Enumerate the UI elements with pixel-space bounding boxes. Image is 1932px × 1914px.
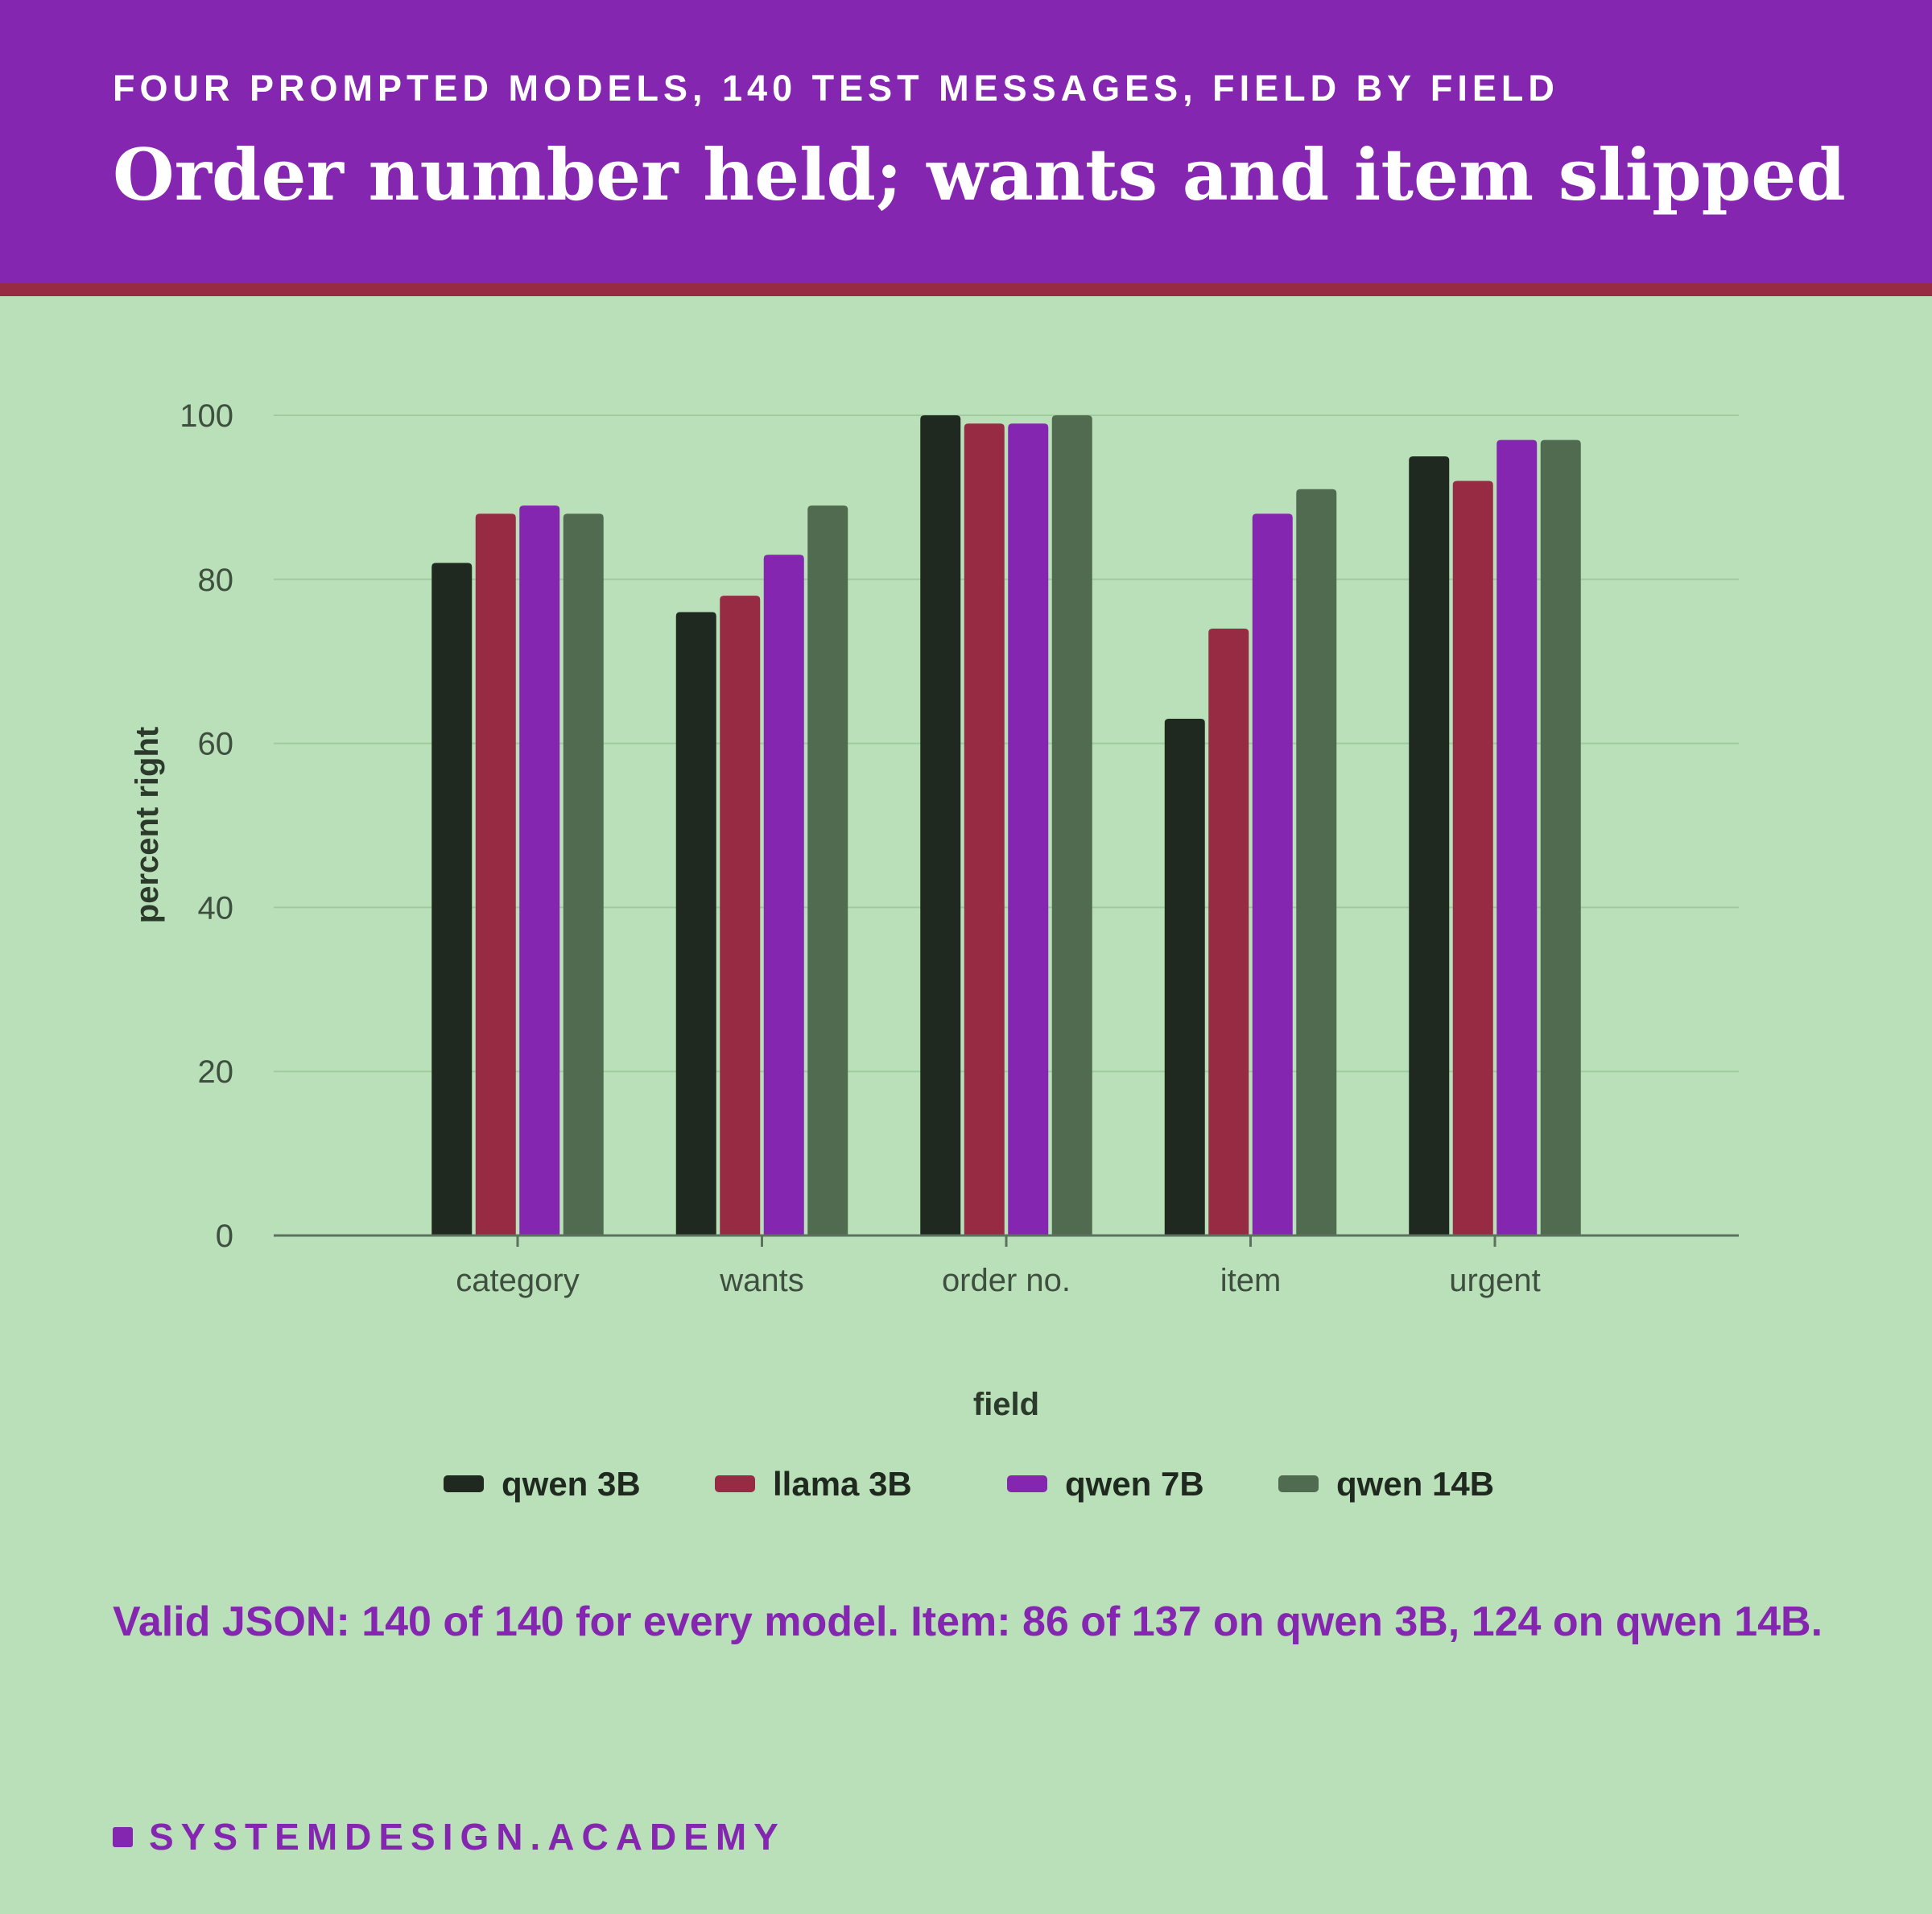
header-rule bbox=[0, 283, 1932, 296]
legend-label: qwen 3B bbox=[502, 1465, 641, 1503]
y-tick-label: 20 bbox=[198, 1054, 234, 1090]
legend-swatch bbox=[715, 1475, 755, 1492]
y-axis-title: percent right bbox=[130, 727, 165, 923]
x-tick-label: item bbox=[1220, 1263, 1282, 1298]
bar-qwen-3b bbox=[920, 415, 961, 1235]
chart-eyebrow: FOUR PROMPTED MODELS, 140 TEST MESSAGES,… bbox=[113, 68, 1559, 109]
bar-qwen-14b bbox=[1540, 439, 1581, 1235]
bar-qwen-3b bbox=[1164, 719, 1205, 1235]
bar-qwen-14b bbox=[563, 514, 604, 1235]
bar-qwen-7b bbox=[1252, 514, 1293, 1235]
y-tick-label: 40 bbox=[198, 890, 234, 926]
axes bbox=[274, 1234, 1739, 1247]
legend: qwen 3B llama 3B qwen 7B qwen 14B bbox=[444, 1465, 1494, 1503]
x-tick-label: category bbox=[456, 1263, 579, 1298]
y-tick-label: 100 bbox=[180, 398, 233, 434]
y-tick-label: 60 bbox=[198, 727, 234, 762]
header-band bbox=[0, 0, 1932, 283]
chart-title: Order number held; wants and item slippe… bbox=[113, 133, 1846, 217]
bar-llama-3b bbox=[720, 596, 761, 1235]
x-tick-label: urgent bbox=[1449, 1263, 1540, 1298]
bar-qwen-7b bbox=[763, 555, 804, 1235]
brand: SYSTEMDESIGN.ACADEMY bbox=[113, 1814, 786, 1859]
brand-square-icon bbox=[113, 1826, 133, 1847]
legend-label: qwen 14B bbox=[1336, 1465, 1494, 1503]
bar-qwen-3b bbox=[431, 563, 473, 1235]
legend-swatch bbox=[1007, 1475, 1047, 1492]
bar-qwen-3b bbox=[1409, 456, 1450, 1235]
bar-qwen-7b bbox=[1496, 439, 1538, 1235]
legend-swatch bbox=[444, 1475, 484, 1492]
bar-qwen-14b bbox=[1296, 489, 1337, 1235]
bars bbox=[431, 415, 1581, 1235]
bar-qwen-14b bbox=[1051, 415, 1092, 1235]
bar-llama-3b bbox=[1452, 481, 1493, 1235]
bar-llama-3b bbox=[1208, 628, 1249, 1235]
footnote: Valid JSON: 140 of 140 for every model. … bbox=[113, 1598, 1823, 1645]
x-tick-label: wants bbox=[719, 1263, 804, 1298]
x-tick-labels: category wants order no. item urgent bbox=[456, 1263, 1540, 1298]
bar-qwen-7b bbox=[1008, 423, 1049, 1235]
x-axis-title: field bbox=[973, 1387, 1039, 1422]
bar-llama-3b bbox=[475, 514, 516, 1235]
y-tick-labels: 0 20 40 60 80 100 bbox=[180, 398, 233, 1254]
y-tick-label: 80 bbox=[198, 563, 234, 598]
bar-chart: 0 20 40 60 80 100 category wants order no. item u… bbox=[130, 398, 1739, 1503]
legend-label: qwen 7B bbox=[1065, 1465, 1204, 1503]
bar-llama-3b bbox=[964, 423, 1005, 1235]
y-tick-label: 0 bbox=[216, 1219, 233, 1254]
legend-label: llama 3B bbox=[773, 1465, 912, 1503]
brand-name: SYSTEMDESIGN.ACADEMY bbox=[149, 1816, 786, 1858]
bar-qwen-3b bbox=[675, 612, 716, 1235]
legend-swatch bbox=[1278, 1475, 1319, 1492]
x-tick-label: order no. bbox=[942, 1263, 1071, 1298]
bar-qwen-7b bbox=[519, 505, 560, 1235]
gridlines bbox=[274, 415, 1739, 1073]
bar-qwen-14b bbox=[807, 505, 848, 1235]
